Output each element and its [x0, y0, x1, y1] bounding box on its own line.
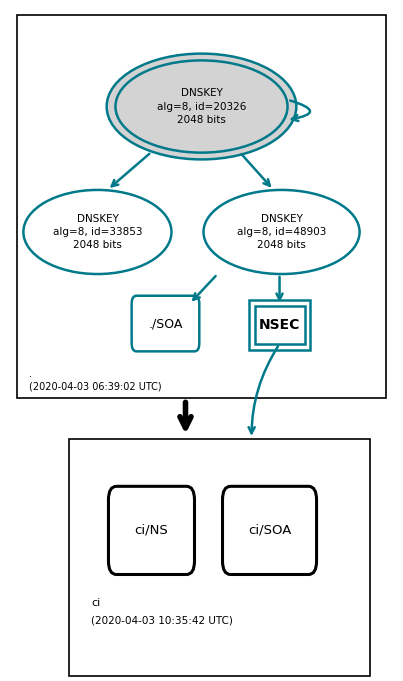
Text: ci: ci: [91, 599, 101, 608]
FancyBboxPatch shape: [108, 486, 195, 575]
Ellipse shape: [204, 190, 359, 274]
Text: ci/NS: ci/NS: [135, 524, 168, 537]
FancyBboxPatch shape: [222, 486, 317, 575]
Text: .: .: [29, 369, 32, 379]
FancyBboxPatch shape: [17, 15, 386, 398]
FancyBboxPatch shape: [69, 439, 370, 676]
Ellipse shape: [115, 61, 288, 153]
Ellipse shape: [23, 190, 172, 274]
Text: DNSKEY
alg=8, id=33853
2048 bits: DNSKEY alg=8, id=33853 2048 bits: [53, 214, 142, 250]
Text: (2020-04-03 10:35:42 UTC): (2020-04-03 10:35:42 UTC): [91, 616, 233, 625]
Ellipse shape: [107, 54, 296, 159]
FancyBboxPatch shape: [132, 296, 199, 351]
FancyArrowPatch shape: [290, 101, 310, 121]
FancyBboxPatch shape: [249, 300, 310, 349]
Text: ci/SOA: ci/SOA: [248, 524, 291, 537]
Text: DNSKEY
alg=8, id=20326
2048 bits: DNSKEY alg=8, id=20326 2048 bits: [157, 89, 246, 125]
Text: NSEC: NSEC: [259, 318, 300, 332]
FancyBboxPatch shape: [255, 306, 305, 344]
Text: DNSKEY
alg=8, id=48903
2048 bits: DNSKEY alg=8, id=48903 2048 bits: [237, 214, 326, 250]
Text: ./SOA: ./SOA: [148, 317, 183, 330]
Text: (2020-04-03 06:39:02 UTC): (2020-04-03 06:39:02 UTC): [29, 381, 162, 392]
FancyArrowPatch shape: [249, 346, 278, 433]
